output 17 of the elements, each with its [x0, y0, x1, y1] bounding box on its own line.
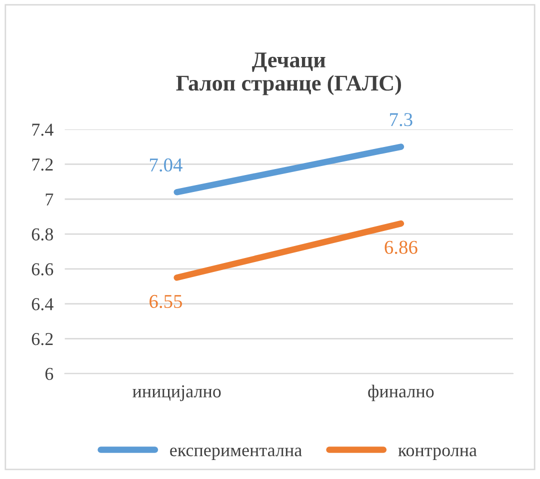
data-label: 6.86: [384, 240, 418, 254]
y-tick-label: 6.8: [32, 228, 53, 241]
chart-title: Дечаци Галоп странце (ГАЛС): [176, 52, 401, 96]
y-tick-label: 6.6: [32, 263, 54, 276]
legend-label: експериментална: [170, 448, 302, 460]
data-label: 7.04: [150, 158, 182, 172]
y-tick-label: 7.4: [32, 124, 54, 136]
legend-label: контролна: [398, 448, 477, 460]
y-tick-label: 7: [46, 194, 54, 206]
y-tick-label: 7.2: [32, 158, 53, 171]
y-tick-label: 6.2: [32, 333, 53, 346]
data-label: 7.3: [390, 113, 412, 126]
x-tick-label: финално: [368, 384, 434, 402]
y-tick-label: 6.4: [32, 298, 54, 310]
y-tick-label: 6: [45, 368, 54, 380]
data-label: 6.55: [150, 294, 182, 308]
x-tick-label: иницијално: [132, 385, 221, 402]
